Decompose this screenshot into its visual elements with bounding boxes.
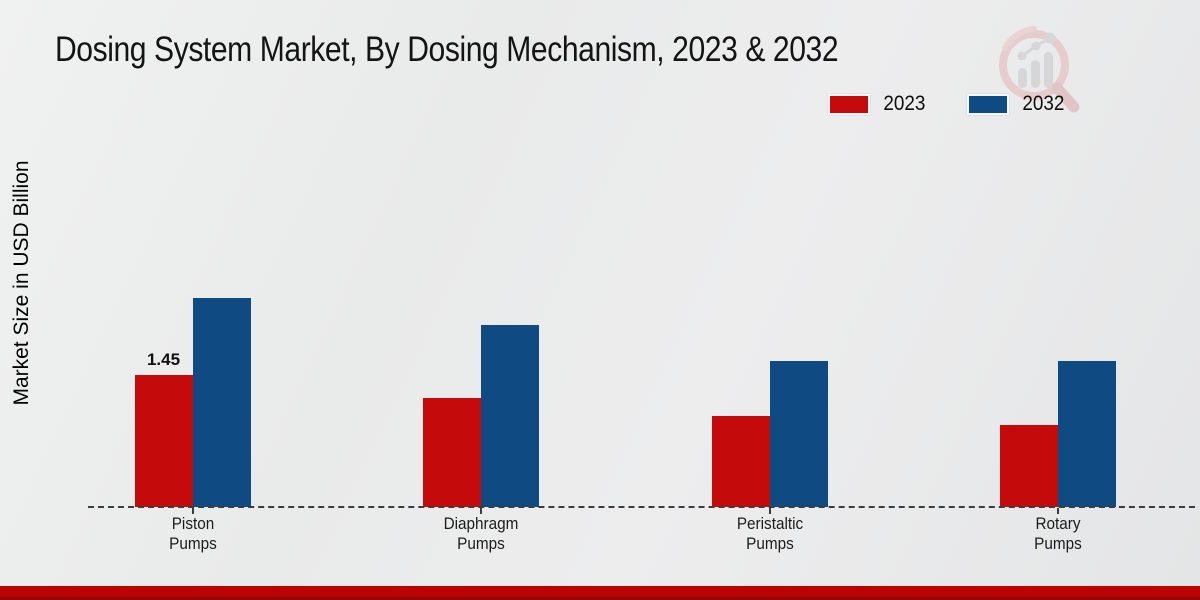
x-axis-tick [480,508,483,514]
bar-value-label: 1.45 [146,350,181,369]
bar-2032-diaphragm-pumps [481,325,540,507]
x-axis-tick [1057,508,1060,514]
legend-swatch-2032 [967,93,1010,115]
x-axis-tick [768,508,771,514]
legend-label: 2032 [1022,92,1065,115]
bar-2023-rotary-pumps [1000,425,1059,507]
magnifier-growth-chart-logo-icon [999,26,1080,113]
chart-title: Dosing System Market, By Dosing Mechanis… [55,30,839,69]
legend-item-2032: 2032 [967,92,1067,116]
bar-2032-rotary-pumps [1058,361,1117,507]
x-category-label-rotary-pumps: Rotary Pumps [1034,514,1083,553]
bar-2023-diaphragm-pumps [423,398,482,507]
legend-item-2023: 2023 [827,92,928,116]
bar-2032-piston-pumps [192,298,251,507]
bar-2023-piston-pumps [134,375,193,507]
x-axis-line [88,506,1195,508]
legend-swatch-2023 [827,93,870,115]
legend-label: 2023 [882,92,925,115]
bar-2023-peristaltic-pumps [711,416,770,507]
x-category-label-peristaltic-pumps: Peristaltic Pumps [736,514,803,553]
footer-strip [0,586,1200,600]
x-axis-tick [191,508,194,514]
bar-2032-peristaltic-pumps [769,361,828,507]
x-category-label-diaphragm-pumps: Diaphragm Pumps [443,514,519,553]
legend: 2023 2032 [827,92,1067,116]
x-category-label-piston-pumps: Piston Pumps [168,514,217,553]
